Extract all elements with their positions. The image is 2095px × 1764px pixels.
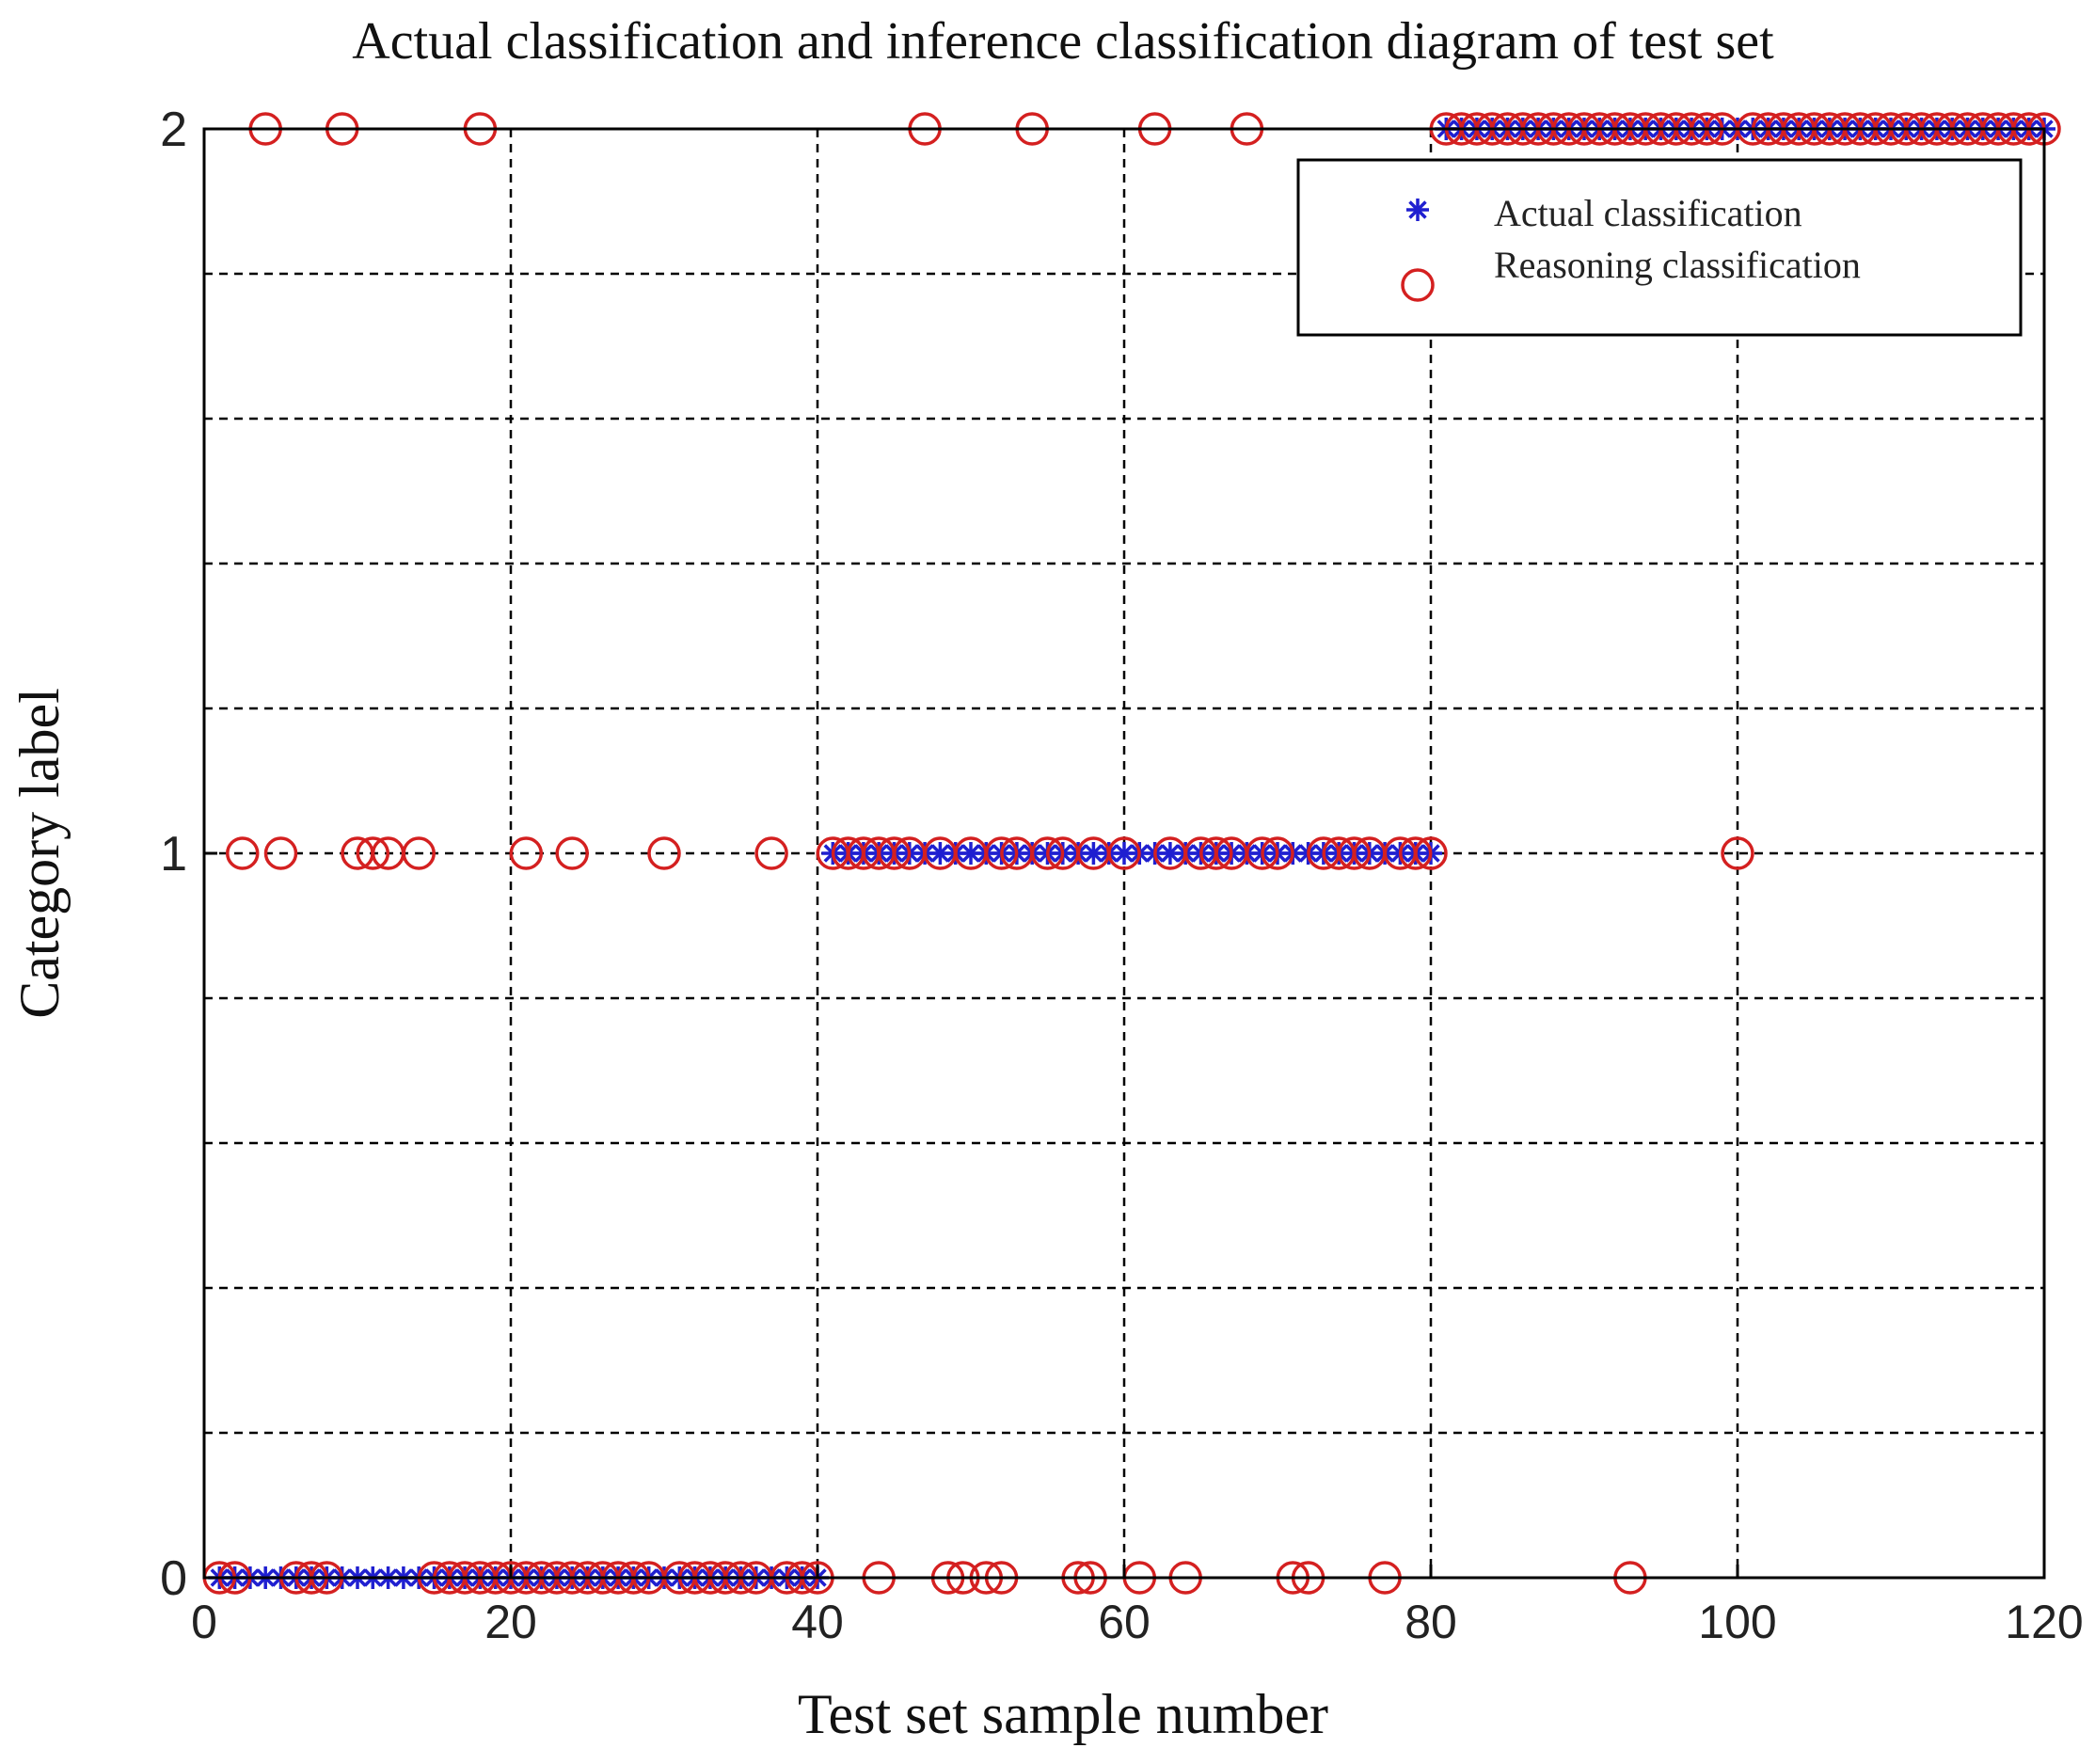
reasoning-point	[877, 836, 912, 870]
legend-circle-icon	[1401, 268, 1435, 302]
x-axis-label: Test set sample number	[798, 1683, 1328, 1745]
actual-point	[1158, 842, 1182, 865]
reasoning-point	[226, 836, 260, 870]
reasoning-point	[1261, 836, 1294, 870]
reasoning-point	[754, 836, 788, 870]
reasoning-point	[1030, 836, 1065, 870]
legend-label-actual: Actual classification	[1494, 192, 1802, 234]
y-axis-label: Category label	[8, 688, 71, 1019]
reasoning-point	[1107, 836, 1141, 870]
x-tick-label: 80	[1405, 1596, 1457, 1648]
reasoning-point	[1337, 836, 1372, 870]
legend-label-reasoning: Reasoning classification	[1494, 244, 1861, 286]
x-tick-label: 0	[191, 1596, 217, 1648]
legend-box	[1296, 158, 2023, 337]
reasoning-point	[1245, 836, 1279, 870]
legend-asterisk-icon	[1406, 199, 1429, 221]
x-tick-label: 120	[2005, 1596, 2083, 1648]
y-tick-label: 1	[160, 827, 187, 882]
reasoning-point	[647, 836, 681, 870]
axis-ticks: 0 20 40 60 80 100 120 0 1 2	[160, 103, 2084, 1648]
reasoning-point	[263, 836, 298, 870]
reasoning-point	[1398, 836, 1433, 870]
x-tick-label: 20	[484, 1596, 537, 1648]
y-tick-label: 0	[160, 1551, 187, 1606]
reasoning-point	[356, 836, 390, 870]
reasoning-point	[1414, 836, 1448, 870]
legend-circle-marker	[1401, 268, 1435, 302]
y-tick-label: 2	[160, 103, 187, 157]
legend-asterisk-marker	[1406, 199, 1429, 221]
actual-point	[928, 842, 952, 865]
x-tick-label: 60	[1098, 1596, 1151, 1648]
x-tick-label: 40	[791, 1596, 844, 1648]
reasoning-point	[1199, 836, 1233, 870]
legend: Actual classification Reasoning classifi…	[1296, 158, 2023, 337]
reasoning-point	[555, 836, 589, 870]
x-tick-label: 100	[1698, 1596, 1776, 1648]
reasoning-point	[402, 836, 436, 870]
reasoning-point	[509, 836, 544, 870]
reasoning-point	[1721, 836, 1754, 870]
reasoning-point	[984, 836, 1019, 870]
chart-title: Actual classification and inference clas…	[352, 12, 1774, 71]
